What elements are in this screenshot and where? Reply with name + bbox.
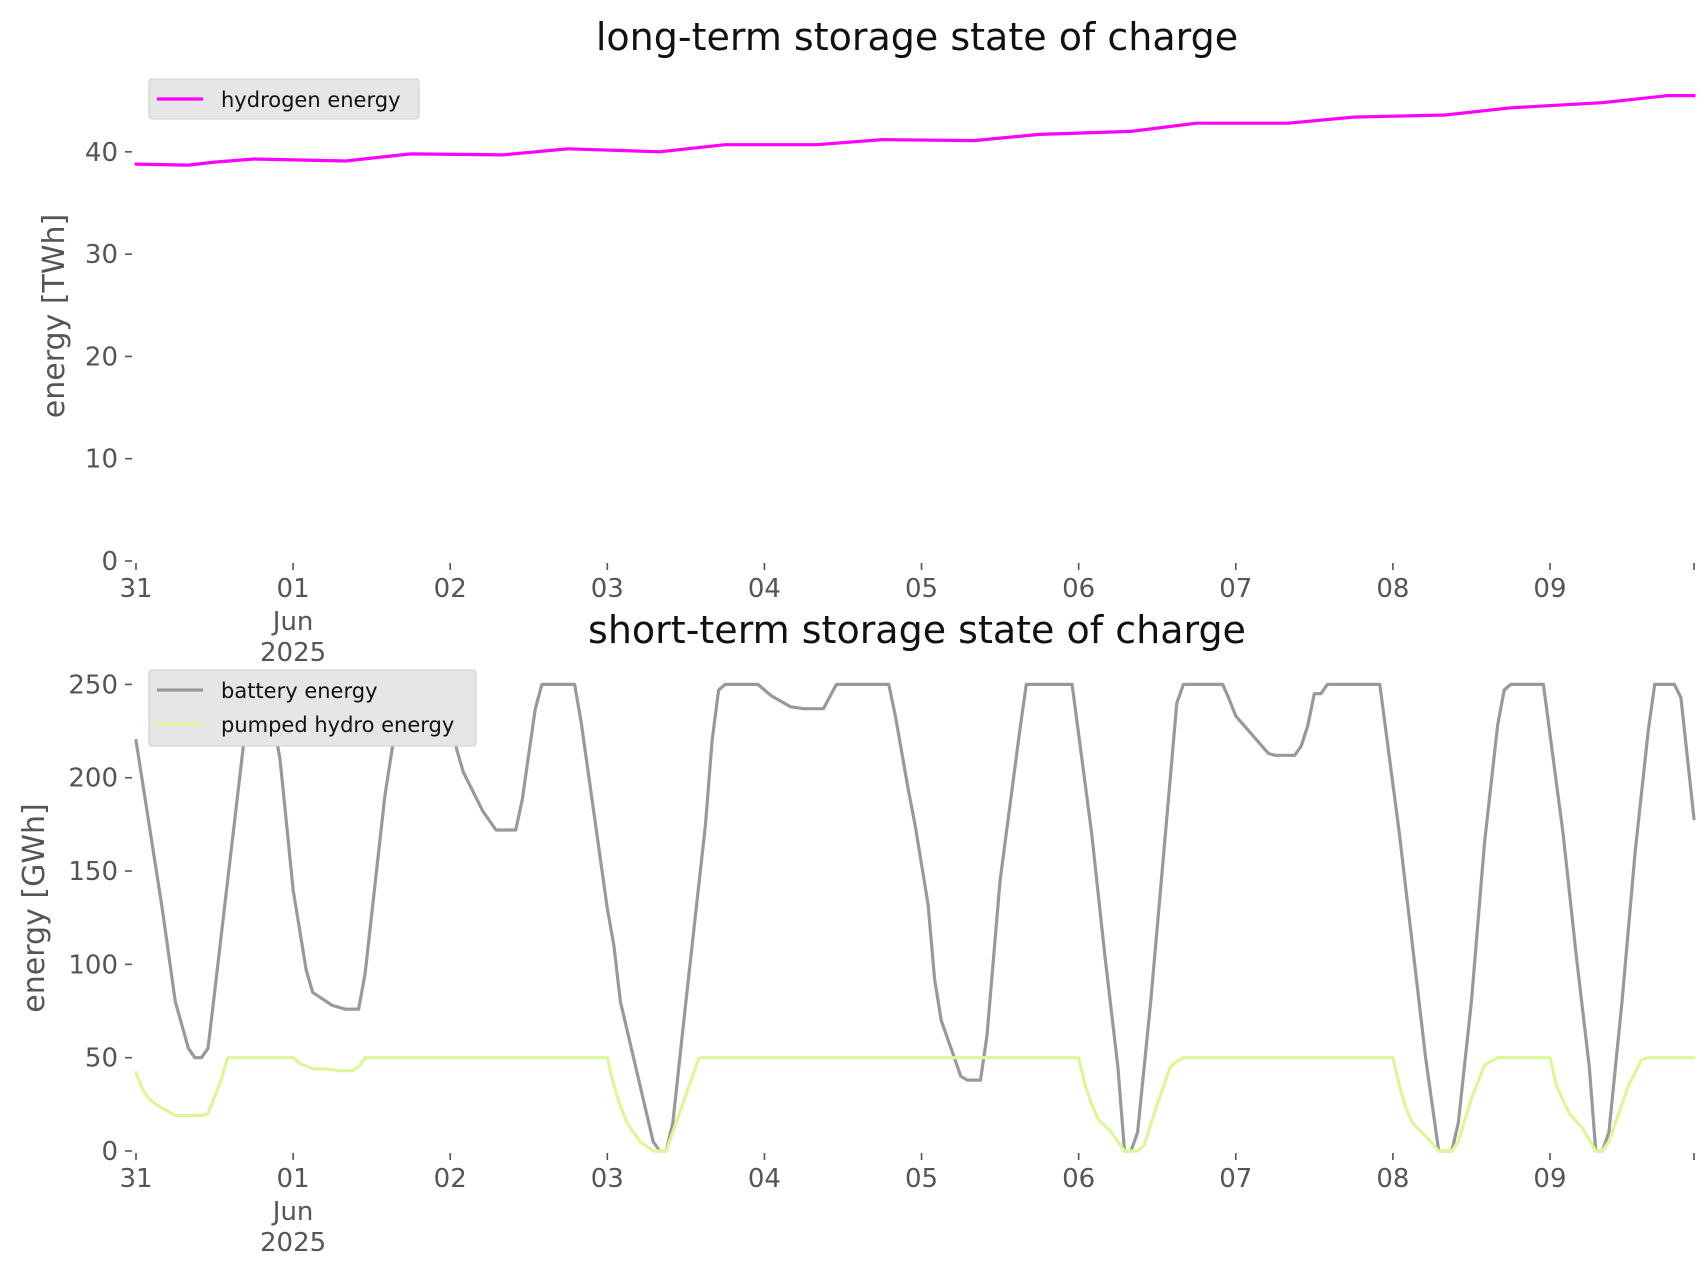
x-tick-year-label: 2025 bbox=[260, 1228, 326, 1258]
chart-title: long-term storage state of charge bbox=[596, 15, 1238, 59]
x-tick-label: 01 bbox=[277, 574, 310, 604]
y-tick-label: 40 bbox=[85, 138, 118, 168]
x-tick-label: 05 bbox=[905, 1164, 938, 1194]
legend: hydrogen energy bbox=[148, 78, 420, 120]
x-tick-label: 07 bbox=[1219, 574, 1252, 604]
legend-label: hydrogen energy bbox=[221, 88, 401, 112]
series-lines bbox=[134, 94, 1696, 167]
x-tick-label: 06 bbox=[1062, 574, 1095, 604]
long-term-storage-chart: long-term storage state of charge energy… bbox=[37, 15, 1696, 668]
x-tick-label: 05 bbox=[905, 574, 938, 604]
y-tick-label: 20 bbox=[85, 342, 118, 372]
x-tick-label: 03 bbox=[591, 574, 624, 604]
y-tick-label: 30 bbox=[85, 240, 118, 270]
series-lines bbox=[134, 682, 1696, 1153]
x-tick-label: 08 bbox=[1376, 1164, 1409, 1194]
legend-box bbox=[148, 78, 420, 120]
x-tick-label: 02 bbox=[434, 1164, 467, 1194]
y-tick-label: 100 bbox=[68, 950, 118, 980]
x-tick-label: 07 bbox=[1219, 1164, 1252, 1194]
short-term-storage-chart: short-term storage state of charge energ… bbox=[17, 608, 1696, 1258]
x-tick-label: 06 bbox=[1062, 1164, 1095, 1194]
x-tick-label: 04 bbox=[748, 574, 781, 604]
x-tick-label: 02 bbox=[434, 574, 467, 604]
y-tick-label: 250 bbox=[68, 670, 118, 700]
x-tick-label: 01 bbox=[277, 1164, 310, 1194]
y-tick-label: 50 bbox=[85, 1044, 118, 1074]
x-tick-label: 03 bbox=[591, 1164, 624, 1194]
legend-label: pumped hydro energy bbox=[221, 713, 454, 737]
x-tick-label: 31 bbox=[119, 1164, 152, 1194]
y-tick-label: 200 bbox=[68, 764, 118, 794]
x-tick-month-label: Jun bbox=[271, 607, 314, 637]
chart-title: short-term storage state of charge bbox=[588, 608, 1246, 652]
x-tick-month-label: Jun bbox=[271, 1197, 314, 1227]
x-tick-label: 31 bbox=[119, 574, 152, 604]
legend: battery energy pumped hydro energy bbox=[148, 669, 477, 747]
x-tick-label: 09 bbox=[1533, 1164, 1566, 1194]
x-tick-label: 04 bbox=[748, 1164, 781, 1194]
y-axis-label: energy [TWh] bbox=[37, 214, 72, 418]
x-tick-year-label: 2025 bbox=[260, 638, 326, 668]
y-tick-label: 0 bbox=[101, 1137, 118, 1167]
legend-box bbox=[148, 669, 477, 747]
x-tick-label: 09 bbox=[1533, 574, 1566, 604]
y-axis-label: energy [GWh] bbox=[17, 803, 52, 1012]
x-tick-label: 08 bbox=[1376, 574, 1409, 604]
series-line bbox=[134, 1056, 1696, 1153]
legend-label: battery energy bbox=[221, 679, 378, 703]
series-line bbox=[134, 94, 1696, 167]
y-tick-label: 10 bbox=[85, 445, 118, 475]
y-tick-label: 0 bbox=[101, 547, 118, 577]
series-line bbox=[134, 682, 1696, 1153]
y-tick-label: 150 bbox=[68, 857, 118, 887]
